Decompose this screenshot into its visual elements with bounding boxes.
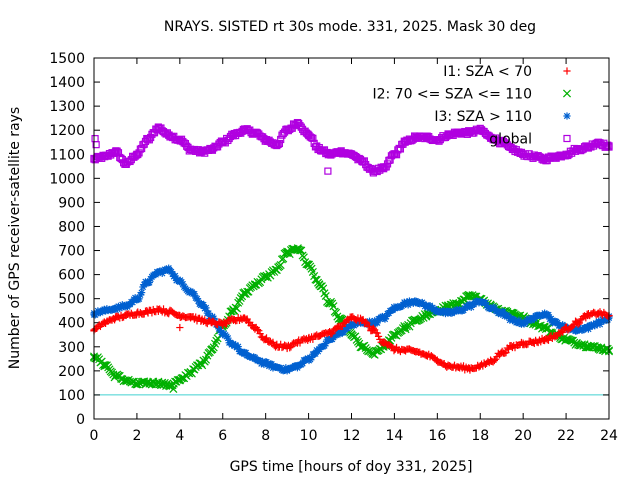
data-point-dense [604, 141, 612, 149]
data-point-dense [504, 345, 513, 353]
x-axis-label: GPS time [hours of doy 331, 2025] [230, 459, 473, 475]
x-tick-label: 8 [261, 428, 270, 444]
y-tick-label: 1000 [49, 171, 85, 187]
legend-label: I2: 70 <= SZA <= 110 [372, 87, 532, 103]
data-point-dense [451, 299, 460, 308]
data-point-dense [319, 284, 328, 293]
x-tick-label: 24 [600, 428, 618, 444]
y-tick-label: 400 [58, 316, 85, 332]
data-point-dense [279, 254, 288, 263]
x-tick-label: 16 [428, 428, 446, 444]
y-tick-label: 600 [58, 268, 85, 284]
data-point-dense [213, 334, 222, 343]
data-point-dense [603, 344, 612, 353]
legend-label: global [489, 132, 532, 148]
data-point-dense [365, 322, 374, 330]
data-point-dense [362, 318, 370, 326]
y-tick-label: 200 [58, 364, 85, 380]
y-tick-label: 0 [76, 412, 85, 428]
y-tick-label: 1500 [49, 51, 85, 67]
y-tick-label: 1100 [49, 147, 85, 163]
y-tick-label: 1300 [49, 99, 85, 115]
data-point-dense [299, 253, 308, 262]
x-tick-label: 18 [471, 428, 489, 444]
data-point-dense [570, 338, 579, 347]
data-point-dense [582, 314, 590, 322]
x-tick-label: 4 [175, 428, 184, 444]
x-tick-label: 22 [557, 428, 575, 444]
series-0 [90, 305, 613, 374]
legend-marker [562, 89, 572, 98]
data-point-dense [371, 346, 380, 355]
data-point-dense [338, 322, 347, 331]
data-point-dense [327, 330, 335, 338]
legend-marker [563, 112, 571, 120]
data-point-dense [328, 299, 337, 308]
data-point-dense [317, 282, 326, 291]
data-point-dense [253, 325, 262, 334]
legend-marker [563, 134, 571, 143]
data-point-dense [306, 262, 315, 271]
data-point-dense [309, 134, 317, 142]
plot-frame [93, 57, 610, 420]
data-point-dense [369, 324, 377, 332]
x-tick-label: 20 [514, 428, 532, 444]
chart-title: NRAYS. SISTED rt 30s mode. 331, 2025. Ma… [164, 19, 536, 35]
data-point-dense [544, 336, 553, 344]
x-tick-label: 10 [300, 428, 318, 444]
data-point-dense [544, 311, 553, 319]
data-point-dense [212, 336, 221, 345]
data-point-dense [490, 356, 499, 365]
outlier-points [91, 135, 332, 393]
data-point-dense [387, 343, 396, 351]
x-tick-label: 12 [343, 428, 361, 444]
outlier-point [242, 316, 250, 324]
data-point-dense [198, 361, 207, 370]
y-tick-label: 900 [58, 195, 85, 211]
data-point-dense [269, 338, 277, 346]
y-tick-label: 100 [58, 388, 85, 404]
data-point-dense [275, 139, 283, 148]
outlier-point [176, 323, 184, 332]
data-point-dense [187, 369, 196, 378]
legend-marker [563, 67, 571, 75]
x-tick-label: 6 [218, 428, 227, 444]
data-point-dense [203, 351, 212, 360]
y-axis-label: Number of GPS receiver-satellite rays [7, 107, 23, 369]
x-tick-label: 14 [386, 428, 404, 444]
data-point-dense [374, 332, 383, 341]
data-point-dense [575, 319, 583, 327]
y-tick-label: 1200 [49, 123, 85, 139]
x-tick-label: 0 [90, 428, 99, 444]
x-tick-label: 2 [132, 428, 141, 444]
data-point-dense [574, 320, 582, 328]
outlier-point [169, 384, 178, 393]
y-tick-label: 500 [58, 292, 85, 308]
axis-ticks: 0 2 4 6 8 10 12 14 16 18 20 22 240100200300400500600… [49, 51, 618, 444]
data-point-dense [569, 322, 577, 330]
data-point-dense [111, 316, 119, 324]
data-point-dense [256, 329, 264, 338]
y-tick-label: 700 [58, 244, 85, 260]
data-point-dense [223, 320, 231, 328]
data-point-dense [138, 288, 146, 297]
legend: I1: SZA < 70 I2: 70 <= SZA <= 110 I3: SZA … [372, 64, 572, 148]
data-point-dense [135, 295, 143, 303]
legend-label: I3: SZA > 110 [434, 109, 532, 125]
data-marks [89, 118, 614, 393]
y-tick-label: 1400 [49, 75, 85, 91]
data-point-dense [373, 329, 381, 337]
outlier-point [92, 141, 100, 149]
data-point-dense [297, 246, 306, 255]
series-3 [90, 118, 613, 177]
legend-label: I1: SZA < 70 [443, 64, 532, 80]
y-tick-label: 300 [58, 340, 85, 356]
data-point-dense [295, 246, 305, 255]
data-point-dense [262, 334, 271, 342]
data-point-dense [286, 344, 294, 352]
data-point-dense [581, 343, 590, 352]
outlier-point [324, 167, 332, 175]
y-tick-label: 800 [58, 219, 85, 235]
